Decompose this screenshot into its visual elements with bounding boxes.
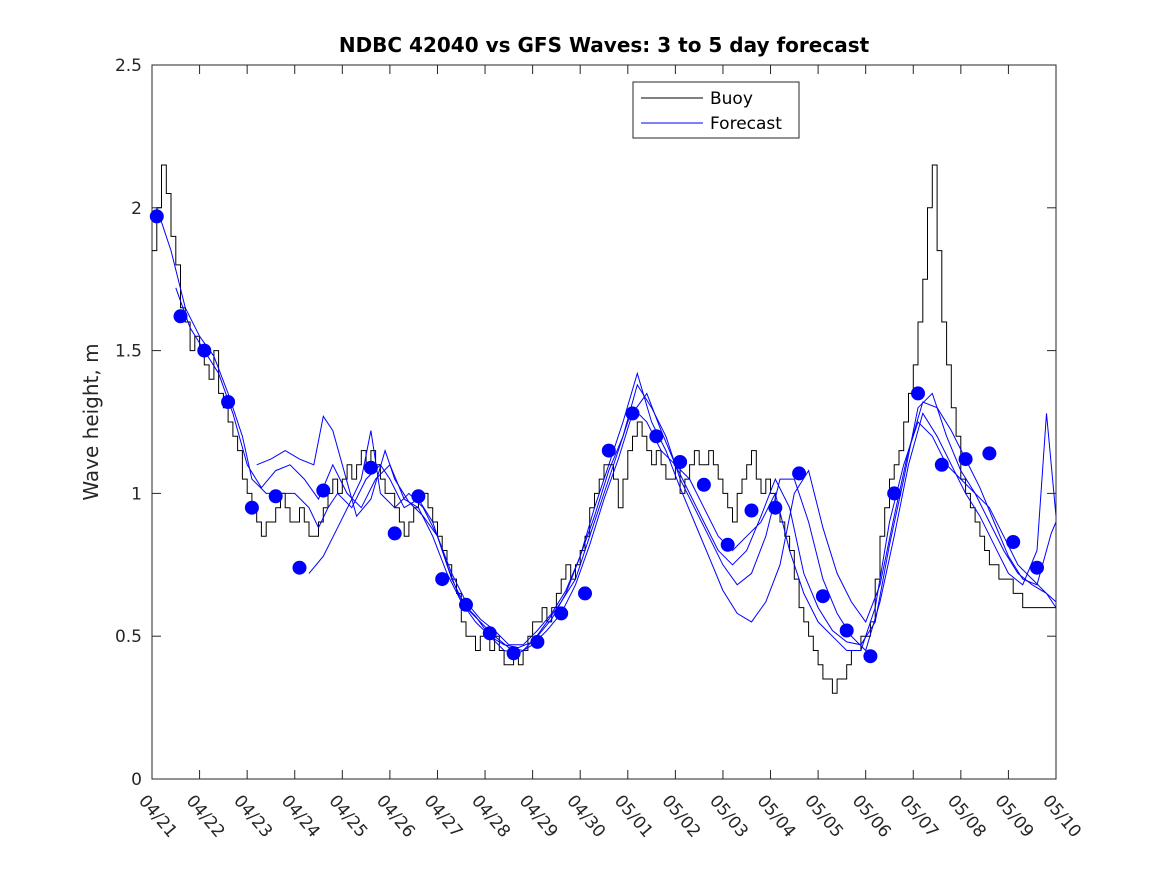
forecast-point [1030,560,1044,575]
legend: Buoy Forecast [632,81,800,139]
y-tick-label: 2 [131,199,142,219]
forecast-point [506,646,521,661]
y-axis-ticks: 0 0.5 1 1.5 2 2.5 [115,56,1056,790]
forecast-point [173,309,188,324]
forecast-point [958,452,973,467]
forecast-point [387,526,402,541]
forecast-point [768,500,783,515]
forecast-point [482,626,497,641]
y-tick-label: 2.5 [115,56,142,76]
forecast-point [578,586,592,601]
forecast-point [197,343,212,358]
forecast-point [887,486,902,501]
forecast-point [316,483,331,498]
forecast-point [863,649,878,664]
forecast-point [625,406,640,421]
forecast-point [1006,535,1021,549]
buoy-series-line [152,164,1056,694]
y-axis-label: Wave height, m [79,343,103,500]
forecast-point [696,477,711,492]
forecast-point [268,489,283,504]
forecast-point [601,443,616,458]
forecast-point [459,597,473,612]
forecast-point [934,457,949,472]
y-tick-label: 1 [131,484,142,504]
forecast-series-line-4 [308,371,1057,646]
forecast-point [744,503,759,518]
forecast-point [221,395,236,409]
forecast-point [292,560,307,575]
forecast-point [792,466,807,481]
chart-title: NDBC 42040 vs GFS Waves: 3 to 5 day fore… [339,33,870,57]
y-tick-label: 0.5 [115,627,142,647]
y-tick-label: 0 [131,770,142,790]
forecast-point [149,209,164,224]
plot-series [149,164,1057,694]
forecast-series-line-3 [256,383,1057,652]
forecast-point [839,623,854,638]
forecast-point [815,589,830,604]
forecast-point [673,455,688,469]
forecast-point [649,429,664,444]
y-tick-label: 1.5 [115,342,142,362]
forecast-point [363,460,378,475]
legend-buoy-label: Buoy [710,89,753,109]
forecast-point [244,500,259,515]
forecast-point [411,489,426,504]
legend-box [632,81,800,139]
forecast-point [554,606,569,621]
forecast-point [435,572,450,587]
forecast-point [720,537,735,552]
legend-forecast-label: Forecast [710,114,782,134]
forecast-point [982,446,997,461]
forecast-series-line-1 [156,207,1057,651]
forecast-point [911,386,925,401]
forecast-point [530,634,545,649]
